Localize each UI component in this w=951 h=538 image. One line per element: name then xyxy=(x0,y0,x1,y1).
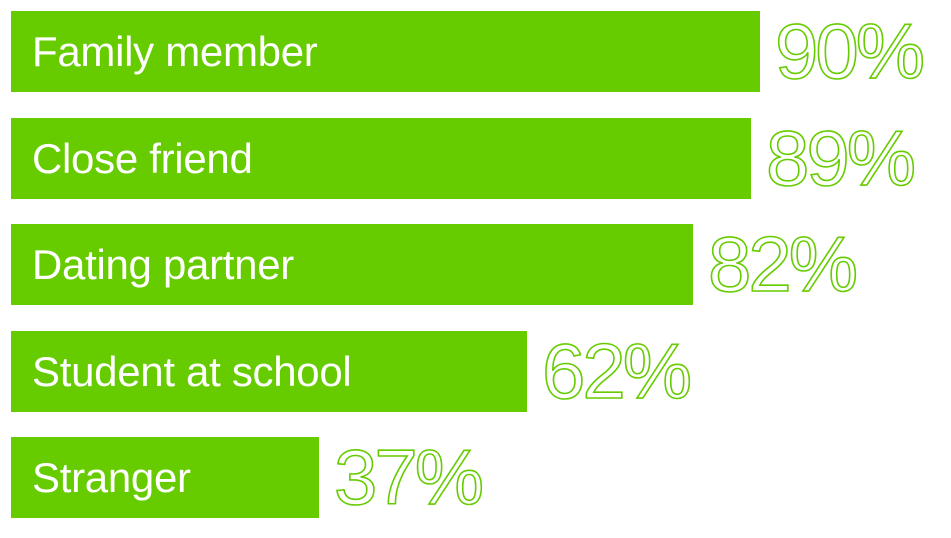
bar-category-label: Close friend xyxy=(32,134,253,182)
bar-value-label: 62% xyxy=(541,326,693,416)
bar-value-text: 82% xyxy=(707,219,859,309)
bar: Close friend xyxy=(11,118,751,199)
bar-category-label: Stranger xyxy=(32,453,191,501)
bar-value-label: 37% xyxy=(333,432,485,522)
bar-category-label: Dating partner xyxy=(32,240,294,288)
bar-value-label: 89% xyxy=(765,113,917,203)
bar: Family member xyxy=(11,11,760,92)
bar-value-label: 90% xyxy=(774,6,926,96)
bar-value-label: 82% xyxy=(707,219,859,309)
bar: Stranger xyxy=(11,437,319,518)
bar: Dating partner xyxy=(11,224,693,305)
bar: Student at school xyxy=(11,331,527,412)
bar-value-text: 62% xyxy=(541,326,693,416)
bar-value-text: 37% xyxy=(333,432,485,522)
bar-value-text: 89% xyxy=(765,113,917,203)
bar-category-label: Student at school xyxy=(32,347,352,395)
bar-category-label: Family member xyxy=(32,27,318,75)
bar-value-text: 90% xyxy=(774,6,926,96)
